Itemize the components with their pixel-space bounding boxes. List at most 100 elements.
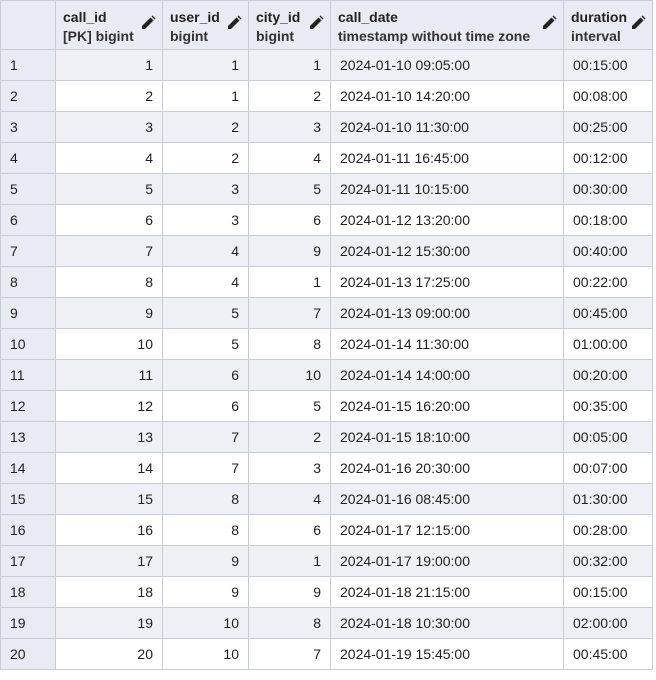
row-number[interactable]: 8 [0, 266, 56, 298]
cell-duration[interactable]: 02:00:00 [563, 607, 653, 639]
cell-call_id[interactable]: 4 [55, 142, 163, 174]
cell-user_id[interactable]: 5 [162, 328, 249, 360]
column-header-duration[interactable]: duration interval [563, 0, 653, 50]
row-number[interactable]: 5 [0, 173, 56, 205]
cell-call_id[interactable]: 12 [55, 390, 163, 422]
cell-call_id[interactable]: 17 [55, 545, 163, 577]
cell-city_id[interactable]: 9 [248, 576, 331, 608]
cell-call_id[interactable]: 16 [55, 514, 163, 546]
cell-call_id[interactable]: 15 [55, 483, 163, 515]
row-number[interactable]: 11 [0, 359, 56, 391]
cell-city_id[interactable]: 10 [248, 359, 331, 391]
cell-user_id[interactable]: 9 [162, 576, 249, 608]
cell-city_id[interactable]: 5 [248, 390, 331, 422]
cell-duration[interactable]: 00:22:00 [563, 266, 653, 298]
row-number[interactable]: 19 [0, 607, 56, 639]
table-row[interactable]: 6 6 3 6 2024-01-12 13:20:00 00:18:00 [0, 204, 653, 236]
cell-user_id[interactable]: 4 [162, 266, 249, 298]
row-number[interactable]: 20 [0, 638, 56, 670]
cell-user_id[interactable]: 4 [162, 235, 249, 267]
cell-city_id[interactable]: 3 [248, 452, 331, 484]
cell-call_id[interactable]: 6 [55, 204, 163, 236]
cell-call_id[interactable]: 2 [55, 80, 163, 112]
cell-call_date[interactable]: 2024-01-17 19:00:00 [330, 545, 564, 577]
row-number[interactable]: 17 [0, 545, 56, 577]
cell-call_id[interactable]: 13 [55, 421, 163, 453]
cell-city_id[interactable]: 8 [248, 607, 331, 639]
table-row[interactable]: 14 14 7 3 2024-01-16 20:30:00 00:07:00 [0, 452, 653, 484]
pencil-icon[interactable] [308, 15, 324, 31]
table-row[interactable]: 4 4 2 4 2024-01-11 16:45:00 00:12:00 [0, 142, 653, 174]
cell-user_id[interactable]: 10 [162, 638, 249, 670]
cell-user_id[interactable]: 5 [162, 297, 249, 329]
cell-city_id[interactable]: 6 [248, 204, 331, 236]
row-number[interactable]: 9 [0, 297, 56, 329]
cell-duration[interactable]: 00:15:00 [563, 576, 653, 608]
column-header-call_date[interactable]: call_date timestamp without time zone [330, 0, 564, 50]
cell-call_id[interactable]: 7 [55, 235, 163, 267]
cell-call_date[interactable]: 2024-01-11 16:45:00 [330, 142, 564, 174]
row-number[interactable]: 4 [0, 142, 56, 174]
row-number[interactable]: 2 [0, 80, 56, 112]
cell-duration[interactable]: 00:45:00 [563, 297, 653, 329]
cell-user_id[interactable]: 2 [162, 142, 249, 174]
cell-call_date[interactable]: 2024-01-11 10:15:00 [330, 173, 564, 205]
table-row[interactable]: 13 13 7 2 2024-01-15 18:10:00 00:05:00 [0, 421, 653, 453]
row-number[interactable]: 15 [0, 483, 56, 515]
row-number[interactable]: 16 [0, 514, 56, 546]
row-number[interactable]: 13 [0, 421, 56, 453]
row-number[interactable]: 14 [0, 452, 56, 484]
cell-city_id[interactable]: 7 [248, 638, 331, 670]
table-row[interactable]: 11 11 6 10 2024-01-14 14:00:00 00:20:00 [0, 359, 653, 391]
cell-call_date[interactable]: 2024-01-14 14:00:00 [330, 359, 564, 391]
cell-city_id[interactable]: 1 [248, 545, 331, 577]
cell-duration[interactable]: 00:12:00 [563, 142, 653, 174]
table-row[interactable]: 3 3 2 3 2024-01-10 11:30:00 00:25:00 [0, 111, 653, 143]
cell-user_id[interactable]: 8 [162, 514, 249, 546]
cell-call_id[interactable]: 8 [55, 266, 163, 298]
row-number[interactable]: 6 [0, 204, 56, 236]
pencil-icon[interactable] [226, 15, 242, 31]
cell-city_id[interactable]: 5 [248, 173, 331, 205]
table-row[interactable]: 15 15 8 4 2024-01-16 08:45:00 01:30:00 [0, 483, 653, 515]
table-row[interactable]: 20 20 10 7 2024-01-19 15:45:00 00:45:00 [0, 638, 653, 670]
cell-duration[interactable]: 00:45:00 [563, 638, 653, 670]
cell-city_id[interactable]: 1 [248, 49, 331, 81]
cell-user_id[interactable]: 3 [162, 204, 249, 236]
cell-call_id[interactable]: 18 [55, 576, 163, 608]
cell-call_date[interactable]: 2024-01-10 09:05:00 [330, 49, 564, 81]
row-number[interactable]: 3 [0, 111, 56, 143]
column-header-call_id[interactable]: call_id [PK] bigint [55, 0, 163, 50]
cell-user_id[interactable]: 1 [162, 49, 249, 81]
cell-duration[interactable]: 00:40:00 [563, 235, 653, 267]
cell-call_date[interactable]: 2024-01-19 15:45:00 [330, 638, 564, 670]
cell-call_date[interactable]: 2024-01-14 11:30:00 [330, 328, 564, 360]
table-row[interactable]: 2 2 1 2 2024-01-10 14:20:00 00:08:00 [0, 80, 653, 112]
cell-user_id[interactable]: 6 [162, 390, 249, 422]
cell-call_id[interactable]: 1 [55, 49, 163, 81]
cell-call_date[interactable]: 2024-01-16 08:45:00 [330, 483, 564, 515]
cell-user_id[interactable]: 7 [162, 452, 249, 484]
cell-city_id[interactable]: 2 [248, 421, 331, 453]
cell-duration[interactable]: 00:05:00 [563, 421, 653, 453]
cell-call_date[interactable]: 2024-01-18 10:30:00 [330, 607, 564, 639]
cell-call_id[interactable]: 19 [55, 607, 163, 639]
cell-call_date[interactable]: 2024-01-10 11:30:00 [330, 111, 564, 143]
cell-call_date[interactable]: 2024-01-13 09:00:00 [330, 297, 564, 329]
table-row[interactable]: 1 1 1 1 2024-01-10 09:05:00 00:15:00 [0, 49, 653, 81]
cell-duration[interactable]: 00:30:00 [563, 173, 653, 205]
cell-call_id[interactable]: 5 [55, 173, 163, 205]
cell-call_id[interactable]: 9 [55, 297, 163, 329]
row-number[interactable]: 1 [0, 49, 56, 81]
pencil-icon[interactable] [630, 15, 646, 31]
cell-city_id[interactable]: 3 [248, 111, 331, 143]
table-row[interactable]: 17 17 9 1 2024-01-17 19:00:00 00:32:00 [0, 545, 653, 577]
cell-city_id[interactable]: 4 [248, 483, 331, 515]
cell-call_date[interactable]: 2024-01-17 12:15:00 [330, 514, 564, 546]
cell-city_id[interactable]: 1 [248, 266, 331, 298]
cell-duration[interactable]: 00:18:00 [563, 204, 653, 236]
cell-call_date[interactable]: 2024-01-18 21:15:00 [330, 576, 564, 608]
cell-call_date[interactable]: 2024-01-15 16:20:00 [330, 390, 564, 422]
cell-city_id[interactable]: 4 [248, 142, 331, 174]
cell-call_date[interactable]: 2024-01-15 18:10:00 [330, 421, 564, 453]
